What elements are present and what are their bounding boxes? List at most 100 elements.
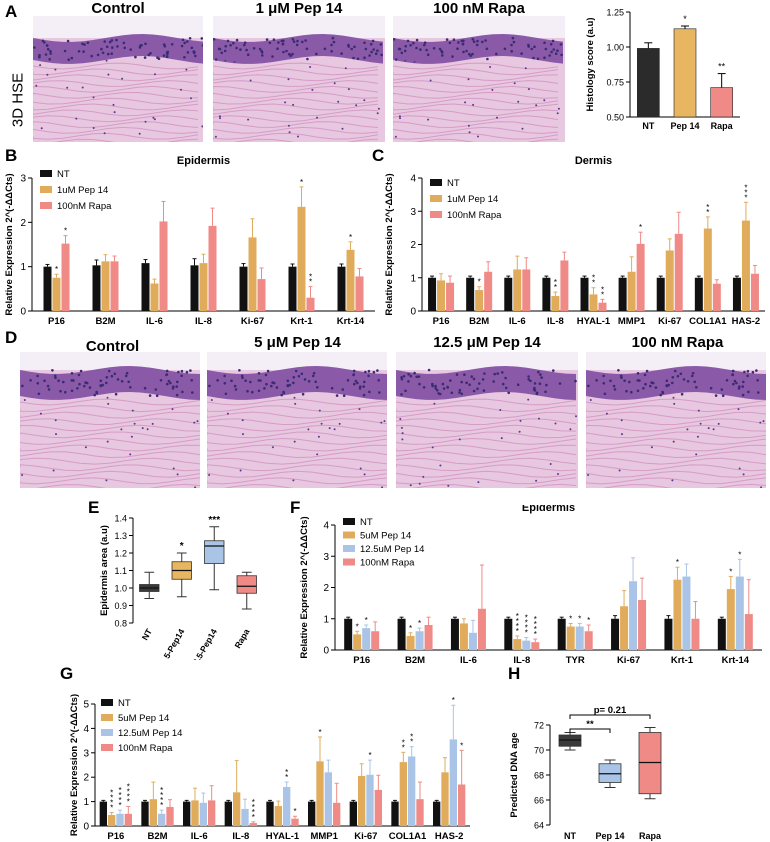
fibroblast bbox=[672, 396, 675, 399]
nucleus bbox=[721, 394, 725, 397]
bar-12-5um-pep-14-krt-14 bbox=[735, 576, 744, 650]
significance-mark: * bbox=[309, 278, 312, 287]
fibroblast bbox=[401, 432, 404, 435]
nucleus bbox=[671, 376, 675, 379]
histology-image-a-control bbox=[33, 16, 203, 142]
collagen-fiber bbox=[213, 126, 379, 134]
fibroblast bbox=[383, 420, 386, 423]
nucleus bbox=[356, 57, 360, 61]
bar-100nm-rapa-b2m bbox=[166, 806, 174, 826]
collagen-fiber bbox=[213, 68, 379, 76]
nucleus bbox=[110, 39, 114, 42]
nucleus bbox=[332, 40, 336, 44]
nucleus bbox=[503, 47, 507, 51]
nucleus bbox=[587, 384, 590, 388]
nucleus bbox=[99, 384, 103, 388]
bar-nt-p16 bbox=[344, 618, 353, 650]
bar-nt-il-6 bbox=[183, 801, 191, 826]
fibroblast bbox=[146, 428, 149, 431]
nucleus bbox=[342, 394, 346, 397]
nucleus bbox=[223, 49, 227, 53]
nucleus bbox=[743, 370, 746, 374]
fibroblast bbox=[464, 101, 467, 104]
collagen-fiber bbox=[207, 424, 387, 432]
fibroblast bbox=[400, 426, 403, 429]
significance-mark: * bbox=[744, 188, 747, 197]
legend-swatch-12-5um-pep-14 bbox=[101, 729, 113, 736]
bar-12-5um-pep-14-p16 bbox=[116, 813, 124, 826]
fibroblast bbox=[538, 417, 540, 420]
fibroblast bbox=[180, 88, 182, 91]
nucleus bbox=[312, 371, 316, 375]
legend-swatch-nt bbox=[40, 170, 52, 177]
nucleus bbox=[243, 43, 246, 47]
collagen-fiber bbox=[413, 138, 559, 142]
fibroblast bbox=[242, 433, 244, 436]
bar-1um-pep-14-has-2 bbox=[741, 220, 750, 311]
legend-swatch-1um-pep-14 bbox=[40, 186, 52, 193]
nucleus bbox=[527, 375, 530, 378]
nucleus bbox=[218, 47, 222, 51]
bar-nt-has-2 bbox=[433, 801, 441, 826]
nucleus bbox=[617, 369, 620, 372]
fibroblast bbox=[54, 68, 57, 71]
nucleus bbox=[352, 369, 356, 373]
nucleus bbox=[37, 392, 41, 396]
fibroblast bbox=[363, 473, 366, 476]
y-tick-label: 3 bbox=[410, 207, 416, 218]
nucleus bbox=[295, 43, 299, 47]
nucleus bbox=[165, 369, 169, 373]
collagen-fiber bbox=[396, 431, 577, 439]
collagen-fiber bbox=[207, 418, 387, 426]
chart-e-epidermis-area: 0.8 0.9 1.0 1.1 1.2 1.3 1.4 Epidermis area (a.u… bbox=[99, 514, 257, 660]
collagen-fiber bbox=[33, 85, 199, 93]
collagen-fiber bbox=[586, 431, 766, 439]
legend-swatch-100nm-rapa bbox=[343, 558, 355, 566]
significance-mark: * bbox=[252, 813, 255, 822]
nucleus bbox=[105, 381, 108, 385]
fibroblast bbox=[489, 66, 492, 68]
collagen-fiber bbox=[207, 477, 387, 485]
collagen-fiber bbox=[586, 437, 766, 445]
fibroblast bbox=[39, 64, 42, 67]
significance-mark: * bbox=[293, 807, 296, 816]
fibroblast bbox=[737, 408, 740, 411]
fibroblast bbox=[316, 453, 319, 456]
fibroblast bbox=[413, 60, 416, 63]
bar-5um-pep-14-il-8 bbox=[513, 639, 522, 650]
nucleus bbox=[415, 46, 418, 50]
nucleus bbox=[38, 53, 41, 57]
fibroblast bbox=[359, 467, 362, 470]
nucleus bbox=[529, 379, 532, 383]
x-tick-label: IL-6 bbox=[460, 655, 477, 666]
y-tick-label: 70 bbox=[534, 746, 544, 756]
nucleus bbox=[83, 43, 86, 46]
bar-nt-ki-67 bbox=[656, 277, 665, 311]
nucleus bbox=[516, 383, 520, 386]
nucleus bbox=[649, 384, 652, 388]
collagen-fiber bbox=[213, 132, 379, 140]
fibroblast bbox=[103, 132, 106, 135]
y-tick-label: 1 bbox=[20, 262, 26, 273]
x-tick-label: Rapa bbox=[232, 627, 251, 650]
collagen-fiber bbox=[207, 444, 387, 452]
significance-mark: * bbox=[110, 799, 113, 808]
panel-label-c: C bbox=[372, 146, 385, 165]
nucleus bbox=[545, 383, 548, 387]
y-tick-label: 64 bbox=[534, 821, 544, 831]
bar-100nm-rapa-il-6 bbox=[208, 800, 216, 826]
nucleus bbox=[574, 379, 577, 383]
nucleus bbox=[363, 41, 366, 45]
collagen-fiber bbox=[586, 470, 766, 478]
significance-mark: * bbox=[368, 751, 371, 760]
nucleus bbox=[520, 52, 523, 55]
nucleus bbox=[272, 38, 276, 41]
fibroblast bbox=[569, 428, 572, 431]
bar-1um-pep-14-ki-67 bbox=[248, 237, 257, 311]
nucleus bbox=[394, 58, 398, 61]
nucleus bbox=[306, 57, 309, 61]
bar-1um-pep-14-il-6 bbox=[150, 283, 159, 311]
bar-100nm-rapa-has-2 bbox=[458, 784, 466, 826]
legend-swatch-nt bbox=[343, 518, 355, 525]
nucleus bbox=[693, 380, 696, 384]
